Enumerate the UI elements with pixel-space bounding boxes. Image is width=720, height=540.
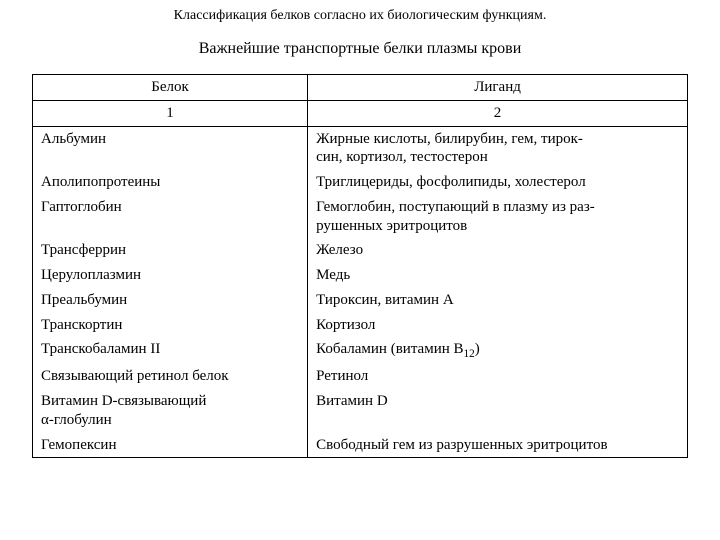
ligand-cell: Жирные кислоты, билирубин, гем, тирок-си… <box>308 126 688 170</box>
table-row: ТрансферринЖелезо <box>33 238 688 263</box>
table-row: Связывающий ретинол белокРетинол <box>33 364 688 389</box>
protein-cell: Церулоплазмин <box>33 263 308 288</box>
table-row: ПреальбуминТироксин, витамин A <box>33 288 688 313</box>
table-row: ГемопексинСвободный гем из разрушенных э… <box>33 433 688 458</box>
ligand-cell: Свободный гем из разрушенных эритроцитов <box>308 433 688 458</box>
table-row: ТранскортинКортизол <box>33 313 688 338</box>
ligand-cell: Тироксин, витамин A <box>308 288 688 313</box>
col-number-2: 2 <box>308 100 688 126</box>
table-row: ГаптоглобинГемоглобин, поступающий в пла… <box>33 195 688 239</box>
col-header-protein: Белок <box>33 75 308 101</box>
protein-cell: Альбумин <box>33 126 308 170</box>
ligand-cell: Кортизол <box>308 313 688 338</box>
protein-cell: Гемопексин <box>33 433 308 458</box>
ligand-cell: Кобаламин (витамин B12) <box>308 337 688 364</box>
table-row: АполипопротеиныТриглицериды, фосфолипиды… <box>33 170 688 195</box>
ligand-cell: Медь <box>308 263 688 288</box>
protein-cell: Трансферрин <box>33 238 308 263</box>
table-row: Транскобаламин IIКобаламин (витамин B12) <box>33 337 688 364</box>
protein-cell: Преальбумин <box>33 288 308 313</box>
protein-cell: Транскобаламин II <box>33 337 308 364</box>
table-row: Витамин D-связывающийα-глобулинВитамин D <box>33 389 688 433</box>
col-header-ligand: Лиганд <box>308 75 688 101</box>
ligand-cell: Витамин D <box>308 389 688 433</box>
table-row: ЦерулоплазминМедь <box>33 263 688 288</box>
page-subheading: Важнейшие транспортные белки плазмы кров… <box>32 40 688 58</box>
proteins-table: Белок Лиганд 1 2 АльбуминЖирные кислоты,… <box>32 74 688 458</box>
ligand-cell: Ретинол <box>308 364 688 389</box>
protein-cell: Транскортин <box>33 313 308 338</box>
col-number-1: 1 <box>33 100 308 126</box>
protein-cell: Связывающий ретинол белок <box>33 364 308 389</box>
ligand-cell: Гемоглобин, поступающий в плазму из раз-… <box>308 195 688 239</box>
table-row: АльбуминЖирные кислоты, билирубин, гем, … <box>33 126 688 170</box>
protein-cell: Аполипопротеины <box>33 170 308 195</box>
protein-cell: Гаптоглобин <box>33 195 308 239</box>
ligand-cell: Триглицериды, фосфолипиды, холестерол <box>308 170 688 195</box>
table-body: АльбуминЖирные кислоты, билирубин, гем, … <box>33 126 688 458</box>
ligand-cell: Железо <box>308 238 688 263</box>
page-heading: Классификация белков согласно их биологи… <box>32 8 688 24</box>
protein-cell: Витамин D-связывающийα-глобулин <box>33 389 308 433</box>
